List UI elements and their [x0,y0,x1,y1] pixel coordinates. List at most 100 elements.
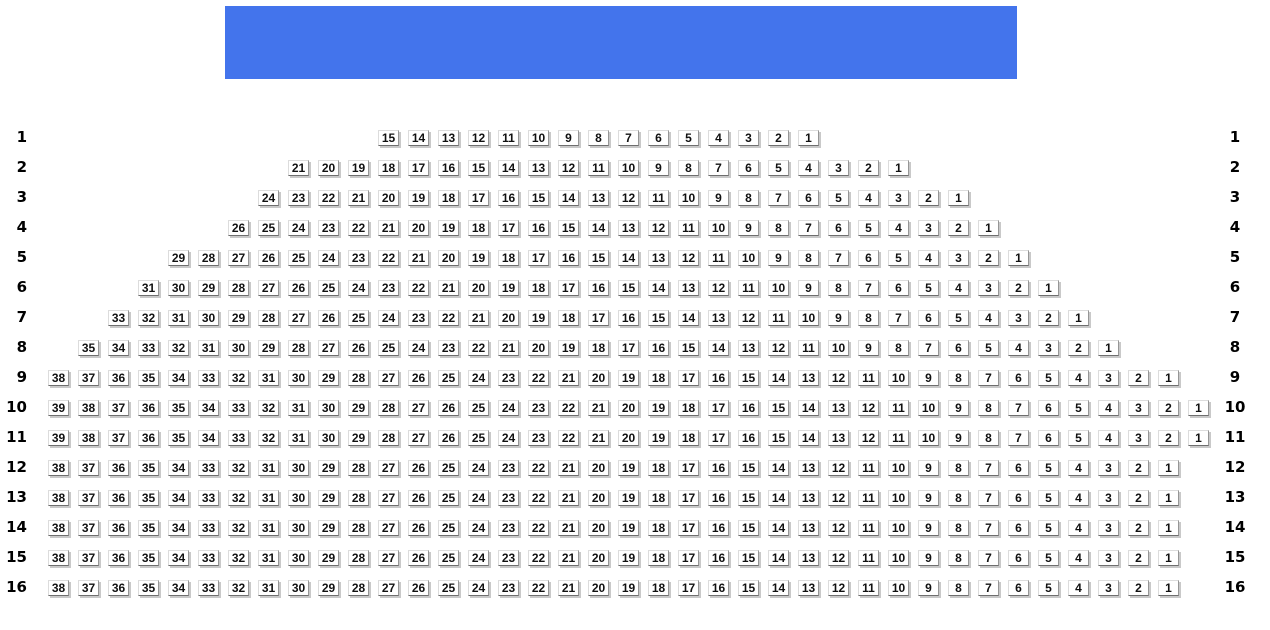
seat-9-26[interactable]: 26 [408,370,429,386]
seat-5-1[interactable]: 1 [1008,250,1029,266]
seat-5-7[interactable]: 7 [828,250,849,266]
seat-13-24[interactable]: 24 [468,490,489,506]
seat-15-24[interactable]: 24 [468,550,489,566]
seat-15-38[interactable]: 38 [48,550,69,566]
seat-7-26[interactable]: 26 [318,310,339,326]
seat-10-24[interactable]: 24 [498,400,519,416]
seat-11-1[interactable]: 1 [1188,430,1209,446]
seat-5-10[interactable]: 10 [738,250,759,266]
seat-15-16[interactable]: 16 [708,550,729,566]
seat-15-21[interactable]: 21 [558,550,579,566]
seat-3-17[interactable]: 17 [468,190,489,206]
seat-11-4[interactable]: 4 [1098,430,1119,446]
seat-11-32[interactable]: 32 [258,430,279,446]
seat-7-3[interactable]: 3 [1008,310,1029,326]
seat-15-6[interactable]: 6 [1008,550,1029,566]
seat-12-30[interactable]: 30 [288,460,309,476]
seat-3-11[interactable]: 11 [648,190,669,206]
seat-12-16[interactable]: 16 [708,460,729,476]
seat-5-23[interactable]: 23 [348,250,369,266]
seat-11-35[interactable]: 35 [168,430,189,446]
seat-9-35[interactable]: 35 [138,370,159,386]
seat-12-18[interactable]: 18 [648,460,669,476]
seat-15-33[interactable]: 33 [198,550,219,566]
seat-7-18[interactable]: 18 [558,310,579,326]
seat-6-16[interactable]: 16 [588,280,609,296]
seat-12-13[interactable]: 13 [798,460,819,476]
seat-7-1[interactable]: 1 [1068,310,1089,326]
seat-4-26[interactable]: 26 [228,220,249,236]
seat-14-20[interactable]: 20 [588,520,609,536]
seat-7-10[interactable]: 10 [798,310,819,326]
seat-4-22[interactable]: 22 [348,220,369,236]
seat-14-5[interactable]: 5 [1038,520,1059,536]
seat-8-16[interactable]: 16 [648,340,669,356]
seat-10-21[interactable]: 21 [588,400,609,416]
seat-3-2[interactable]: 2 [918,190,939,206]
seat-3-9[interactable]: 9 [708,190,729,206]
seat-3-4[interactable]: 4 [858,190,879,206]
seat-12-15[interactable]: 15 [738,460,759,476]
seat-12-9[interactable]: 9 [918,460,939,476]
seat-16-31[interactable]: 31 [258,580,279,596]
seat-13-2[interactable]: 2 [1128,490,1149,506]
seat-6-4[interactable]: 4 [948,280,969,296]
seat-12-38[interactable]: 38 [48,460,69,476]
seat-1-14[interactable]: 14 [408,130,429,146]
seat-2-13[interactable]: 13 [528,160,549,176]
seat-14-9[interactable]: 9 [918,520,939,536]
seat-8-7[interactable]: 7 [918,340,939,356]
seat-16-23[interactable]: 23 [498,580,519,596]
seat-9-2[interactable]: 2 [1128,370,1149,386]
seat-15-36[interactable]: 36 [108,550,129,566]
seat-6-19[interactable]: 19 [498,280,519,296]
seat-6-30[interactable]: 30 [168,280,189,296]
seat-8-4[interactable]: 4 [1008,340,1029,356]
seat-11-36[interactable]: 36 [138,430,159,446]
seat-10-25[interactable]: 25 [468,400,489,416]
seat-9-31[interactable]: 31 [258,370,279,386]
seat-13-10[interactable]: 10 [888,490,909,506]
seat-1-13[interactable]: 13 [438,130,459,146]
seat-16-19[interactable]: 19 [618,580,639,596]
seat-2-5[interactable]: 5 [768,160,789,176]
seat-11-34[interactable]: 34 [198,430,219,446]
seat-2-11[interactable]: 11 [588,160,609,176]
seat-1-11[interactable]: 11 [498,130,519,146]
seat-10-34[interactable]: 34 [198,400,219,416]
seat-9-13[interactable]: 13 [798,370,819,386]
seat-9-21[interactable]: 21 [558,370,579,386]
seat-6-15[interactable]: 15 [618,280,639,296]
seat-11-6[interactable]: 6 [1038,430,1059,446]
seat-14-18[interactable]: 18 [648,520,669,536]
seat-4-14[interactable]: 14 [588,220,609,236]
seat-9-4[interactable]: 4 [1068,370,1089,386]
seat-14-4[interactable]: 4 [1068,520,1089,536]
seat-2-20[interactable]: 20 [318,160,339,176]
seat-15-19[interactable]: 19 [618,550,639,566]
seat-9-12[interactable]: 12 [828,370,849,386]
seat-14-24[interactable]: 24 [468,520,489,536]
seat-12-23[interactable]: 23 [498,460,519,476]
seat-15-23[interactable]: 23 [498,550,519,566]
seat-10-32[interactable]: 32 [258,400,279,416]
seat-13-29[interactable]: 29 [318,490,339,506]
seat-15-7[interactable]: 7 [978,550,999,566]
seat-12-6[interactable]: 6 [1008,460,1029,476]
seat-8-1[interactable]: 1 [1098,340,1119,356]
seat-14-37[interactable]: 37 [78,520,99,536]
seat-4-4[interactable]: 4 [888,220,909,236]
seat-14-17[interactable]: 17 [678,520,699,536]
seat-11-33[interactable]: 33 [228,430,249,446]
seat-13-25[interactable]: 25 [438,490,459,506]
seat-16-8[interactable]: 8 [948,580,969,596]
seat-11-9[interactable]: 9 [948,430,969,446]
seat-11-37[interactable]: 37 [108,430,129,446]
seat-16-7[interactable]: 7 [978,580,999,596]
seat-7-24[interactable]: 24 [378,310,399,326]
seat-13-6[interactable]: 6 [1008,490,1029,506]
seat-10-29[interactable]: 29 [348,400,369,416]
seat-9-29[interactable]: 29 [318,370,339,386]
seat-14-10[interactable]: 10 [888,520,909,536]
seat-16-22[interactable]: 22 [528,580,549,596]
